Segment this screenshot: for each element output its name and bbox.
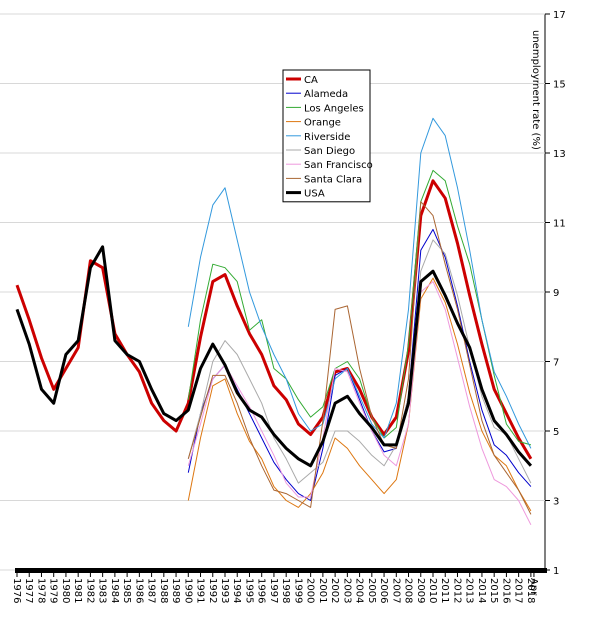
legend-label: Alameda xyxy=(304,89,348,100)
x-tick-label: 1996 xyxy=(256,578,267,603)
series-line xyxy=(187,117,532,449)
legend-label: San Diego xyxy=(304,146,355,157)
x-tick-label: 1985 xyxy=(121,578,132,603)
x-tick-label: 1994 xyxy=(231,578,242,603)
x-tick-label: 1979 xyxy=(48,578,59,603)
series-line xyxy=(187,169,532,446)
x-tick-label: 1991 xyxy=(195,578,206,603)
y-tick-label: 9 xyxy=(553,288,559,299)
x-tick-label: 1989 xyxy=(170,578,181,603)
x-tick-label: 1999 xyxy=(292,578,303,603)
series-line xyxy=(187,201,532,515)
x-tick-label: 1982 xyxy=(84,578,95,603)
x-tick-label: 2016 xyxy=(500,578,511,603)
x-tick-label: 2013 xyxy=(464,578,475,603)
x-tick-label: 2007 xyxy=(390,578,401,603)
y-tick-label: 13 xyxy=(553,149,566,160)
x-tick-label: 1992 xyxy=(207,578,218,603)
x-tick-label: 2003 xyxy=(341,578,352,603)
x-tick-label: 2008 xyxy=(403,578,414,603)
x-tick-label: 2018 xyxy=(525,578,536,603)
legend: CA Alameda Los Angeles Orange Riverside San D… xyxy=(282,69,373,203)
y-tick-label: 11 xyxy=(553,219,566,230)
x-tick-label: 2014 xyxy=(476,578,487,603)
x-tick-label: 2017 xyxy=(513,578,524,603)
x-tick-label: 1987 xyxy=(146,578,157,603)
x-tick-label: 1984 xyxy=(109,578,120,603)
x-tick-label: 1993 xyxy=(219,578,230,603)
x-tick-label: 1980 xyxy=(60,578,71,603)
x-axis xyxy=(15,568,547,573)
legend-label: Los Angeles xyxy=(304,103,364,114)
y-tick-label: 3 xyxy=(553,497,559,508)
series-line xyxy=(187,277,532,512)
x-tick-label: 1978 xyxy=(35,578,46,603)
x-tick-label: 2004 xyxy=(354,578,365,603)
x-tick-label: 1981 xyxy=(72,578,83,603)
x-tick-label: 1976 xyxy=(11,578,22,603)
x-tick-label: 1986 xyxy=(133,578,144,603)
y-tick-label: 15 xyxy=(553,80,566,91)
x-tick-label: 2015 xyxy=(488,578,499,603)
legend-label: San Francisco xyxy=(304,160,373,171)
legend-label: Riverside xyxy=(304,132,350,143)
y-axis-title: unemployment rate (%) xyxy=(530,30,541,150)
legend-label: Santa Clara xyxy=(304,174,362,185)
y-tick-label: 5 xyxy=(553,427,559,438)
series-line xyxy=(15,179,533,460)
x-tick-label: 1997 xyxy=(268,578,279,603)
x-tick-label: 1995 xyxy=(243,578,254,603)
legend-label: CA xyxy=(304,75,318,86)
x-tick-label: 2006 xyxy=(378,578,389,603)
y-tick-label: 1 xyxy=(553,566,559,577)
series-line xyxy=(15,245,533,468)
x-tick-label: 1998 xyxy=(280,578,291,603)
x-tick-label: Apr xyxy=(528,578,539,596)
legend-label: USA xyxy=(304,189,325,200)
x-tick-label: 2005 xyxy=(366,578,377,603)
x-tick-label: 2011 xyxy=(439,578,450,603)
x-tick-label: 1983 xyxy=(97,578,108,603)
series-line xyxy=(187,281,532,526)
y-tick-label: 7 xyxy=(553,358,559,369)
x-tick-label: 2010 xyxy=(427,578,438,603)
x-tick-label: 1977 xyxy=(23,578,34,603)
x-tick-label: 1988 xyxy=(158,578,169,603)
legend-label: Orange xyxy=(304,118,341,129)
x-tick-label: 2001 xyxy=(317,578,328,603)
y-tick-label: 17 xyxy=(553,10,566,21)
x-tick-label: 2012 xyxy=(451,578,462,603)
x-tick-label: 1990 xyxy=(182,578,193,603)
x-tick-label: 2009 xyxy=(415,578,426,603)
x-tick-label: 2002 xyxy=(329,578,340,603)
x-tick-label: 2000 xyxy=(305,578,316,603)
